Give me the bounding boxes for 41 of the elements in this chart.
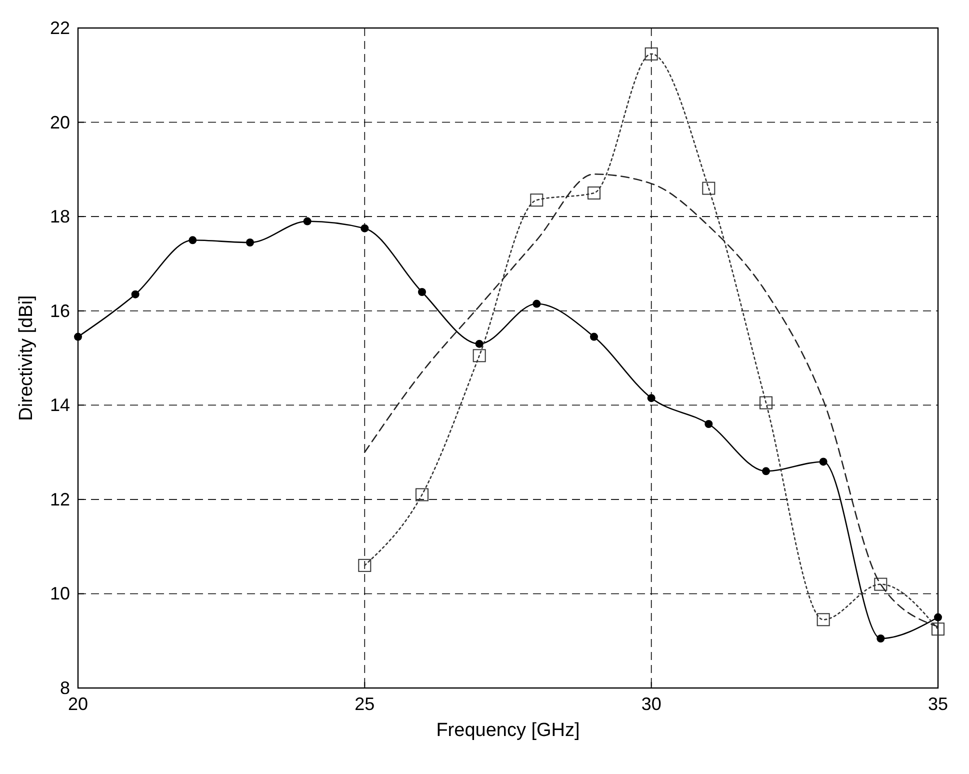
- point: [418, 288, 426, 296]
- point: [416, 488, 428, 502]
- point: [704, 420, 713, 428]
- point: [246, 238, 254, 246]
- point: [760, 396, 772, 410]
- x-tick-label: 35: [928, 694, 948, 714]
- point: [131, 290, 140, 298]
- point: [475, 340, 484, 348]
- point: [647, 394, 656, 402]
- x-tick-label: 30: [641, 694, 662, 714]
- y-tick-label: 14: [50, 395, 70, 416]
- point: [472, 349, 486, 362]
- y-tick-label: 16: [50, 300, 70, 321]
- point: [876, 634, 885, 642]
- point: [934, 613, 942, 622]
- point: [932, 622, 944, 636]
- point: [874, 578, 888, 591]
- y-tick-label: 12: [50, 489, 70, 510]
- x-axis-title: Frequency [GHz]: [436, 720, 580, 741]
- point: [303, 217, 312, 226]
- point: [588, 186, 600, 200]
- point: [532, 300, 541, 308]
- x-tick-label: 25: [354, 694, 375, 714]
- point: [530, 194, 544, 207]
- y-tick-label: 8: [60, 678, 70, 698]
- point: [702, 182, 716, 195]
- y-tick-label: 22: [50, 18, 70, 38]
- point: [360, 224, 369, 232]
- y-tick-label: 10: [50, 584, 70, 604]
- point: [819, 458, 828, 466]
- x-tick-label: 20: [68, 694, 88, 714]
- point: [762, 467, 770, 476]
- y-tick-label: 20: [50, 112, 70, 132]
- point: [74, 332, 82, 341]
- point: [816, 613, 830, 626]
- point: [590, 332, 598, 341]
- point: [188, 236, 197, 244]
- y-tick-label: 18: [50, 206, 70, 227]
- point: [644, 47, 658, 60]
- point: [358, 558, 372, 572]
- y-axis-title: Directivity [dBi]: [16, 295, 37, 421]
